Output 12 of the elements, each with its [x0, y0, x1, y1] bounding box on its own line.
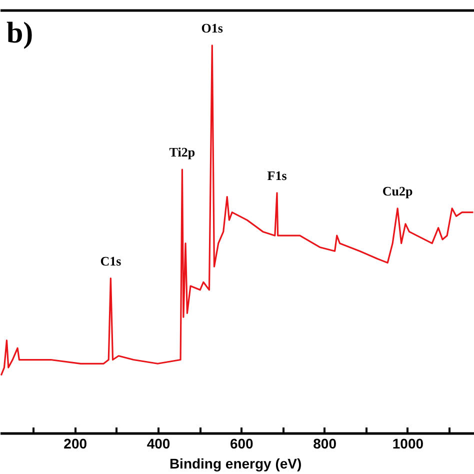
x-tick-label: 200 — [64, 436, 88, 452]
x-tick-label: 600 — [230, 436, 254, 452]
x-tick-label: 400 — [146, 436, 170, 452]
x-tick-label: 1000 — [392, 436, 424, 452]
annotation: F1s — [267, 168, 287, 183]
annotation: Ti2p — [169, 144, 196, 160]
chart-title: b) — [6, 16, 34, 50]
annotation: O1s — [201, 20, 223, 36]
annotation: Cu2p — [382, 183, 413, 198]
x-tick-label: 800 — [313, 436, 337, 452]
annotation: C1s — [100, 253, 122, 268]
x-axis-title: Binding energy (eV) — [169, 456, 302, 472]
